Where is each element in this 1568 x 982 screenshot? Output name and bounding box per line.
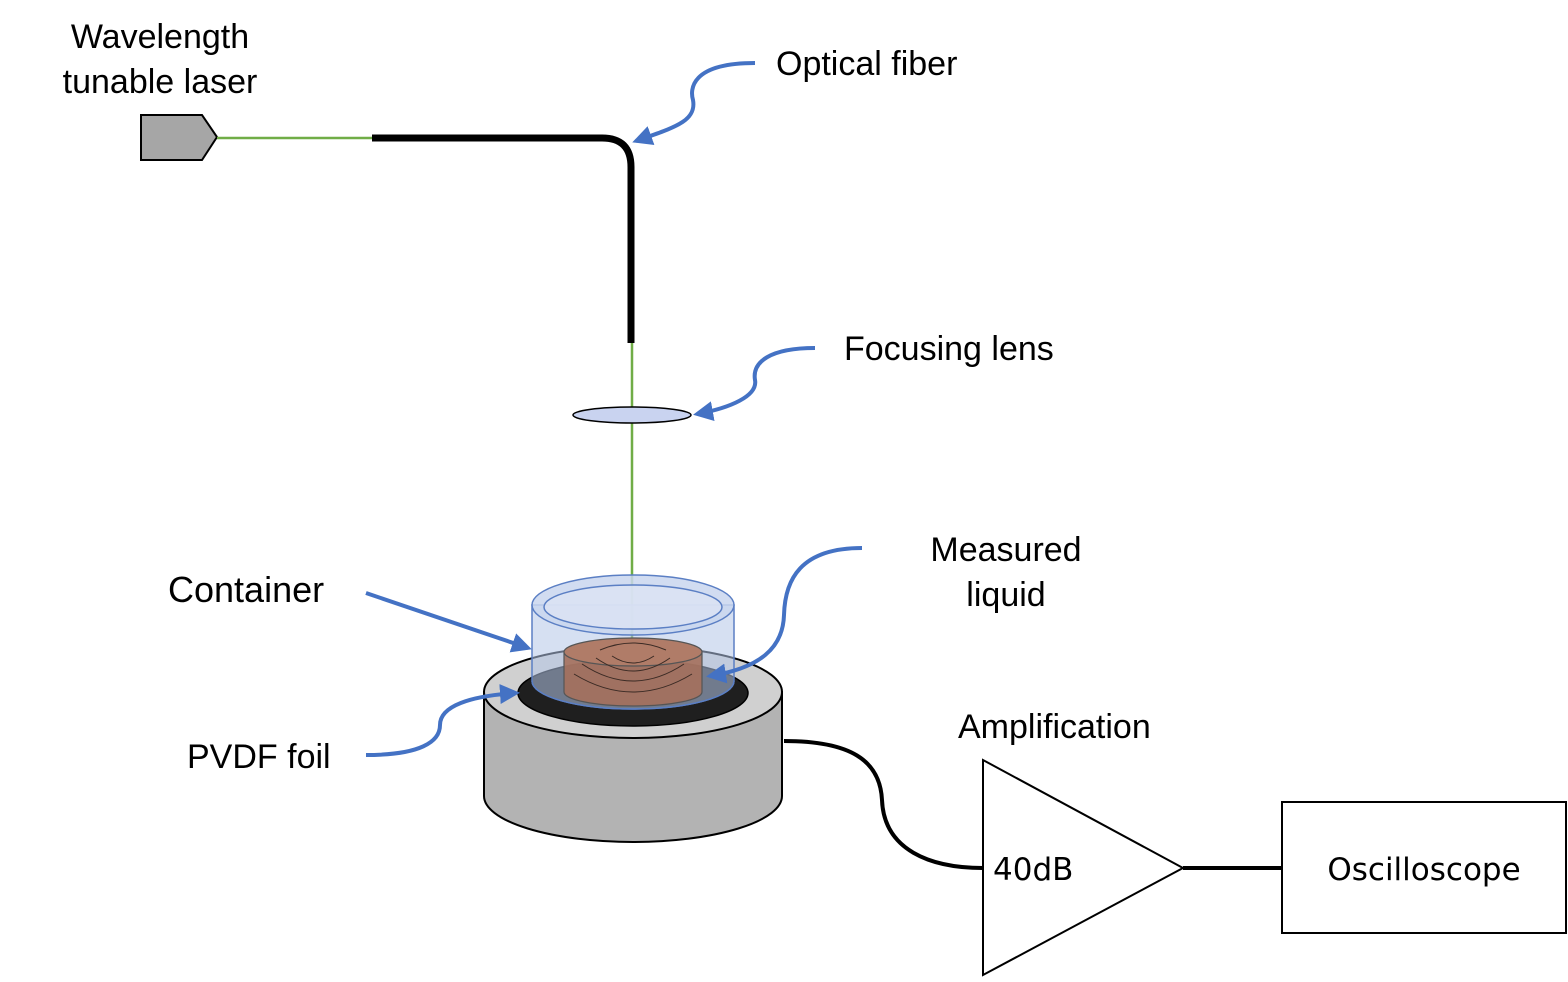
label-container: Container	[168, 569, 324, 610]
label-measured-liquid-line1: Measured	[930, 531, 1081, 569]
label-laser-line1: Wavelength	[71, 18, 249, 56]
label-oscilloscope: Oscilloscope	[1327, 852, 1520, 888]
acoustic-wave-2	[595, 657, 671, 672]
amplifier-triangle	[982, 758, 1186, 977]
liquid-body	[563, 651, 703, 707]
label-optical-fiber: Optical fiber	[776, 45, 957, 83]
label-focusing-lens: Focusing lens	[844, 330, 1054, 368]
label-measured-liquid-line2: liquid	[966, 576, 1045, 614]
oscilloscope-box	[1281, 801, 1567, 934]
liquid-top	[563, 637, 703, 667]
acoustic-wave-3	[581, 663, 685, 682]
container-inner-rim	[543, 584, 723, 630]
focusing-lens	[572, 406, 692, 424]
acoustic-wave-4	[573, 673, 693, 693]
label-laser-line2: tunable laser	[63, 63, 258, 101]
arrow-measured-liquid	[706, 546, 863, 684]
container-front-wall	[531, 680, 735, 710]
arrow-optical-fiber	[632, 61, 756, 145]
laser-source	[140, 114, 219, 161]
arrow-pvdf-foil	[365, 684, 520, 757]
label-pvdf-foil: PVDF foil	[187, 738, 331, 776]
acoustic-wave-top-1	[599, 642, 667, 651]
signal-cable-sensor	[783, 739, 984, 870]
optical-fiber	[372, 134, 635, 343]
arrow-focusing-lens	[693, 346, 816, 421]
arrow-container	[365, 591, 532, 653]
label-amplification: Amplification	[958, 708, 1151, 746]
acoustic-wave-1	[611, 655, 655, 664]
laser-body-shape	[140, 114, 219, 161]
label-gain: 40dB	[993, 852, 1073, 888]
measured-liquid	[563, 637, 703, 707]
